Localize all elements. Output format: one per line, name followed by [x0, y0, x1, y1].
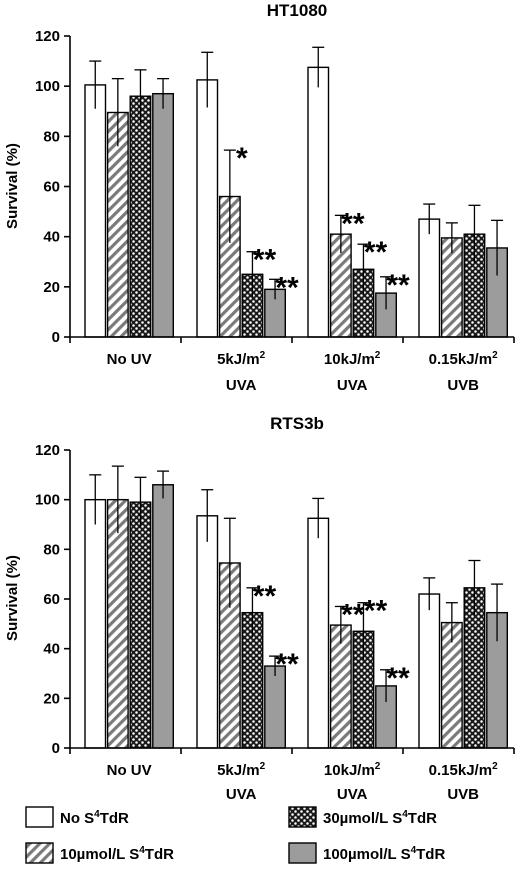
category-label: 0.15kJ/m2	[429, 350, 498, 368]
y-tick-label: 120	[35, 442, 60, 459]
y-tick-label: 80	[43, 128, 60, 145]
category-label: 5kJ/m2	[217, 350, 266, 368]
category-label: 0.15kJ/m2	[429, 761, 498, 779]
bar	[129, 501, 152, 749]
bar	[307, 66, 330, 338]
category-label: No UV	[107, 351, 152, 368]
significance-marker: **	[275, 648, 299, 681]
bar	[152, 484, 175, 749]
chart-title: HT1080	[267, 1, 327, 20]
significance-marker: **	[386, 662, 410, 695]
chart-title: RTS3b	[270, 414, 324, 433]
y-tick-label: 40	[43, 229, 60, 246]
bar	[196, 515, 219, 749]
legend-label: 100µmol/L S4TdR	[323, 845, 445, 863]
legend-label: 30µmol/L S4TdR	[323, 809, 437, 827]
legend-swatch	[288, 842, 317, 864]
y-tick-label: 80	[43, 541, 60, 558]
y-tick-label: 0	[52, 329, 60, 346]
legend-label: 10µmol/L S4TdR	[60, 845, 174, 863]
category-sublabel: UVA	[226, 786, 257, 803]
significance-marker: *	[236, 142, 248, 175]
chart-rts3b: RTS3b Survival (%) 0 20 40 60 80 100 120 No UV 5kJ…	[4, 414, 515, 803]
bar	[84, 84, 107, 338]
bar	[152, 92, 175, 338]
category-label: 5kJ/m2	[217, 761, 266, 779]
bar	[106, 498, 129, 749]
y-tick-label: 0	[52, 740, 60, 757]
bar	[129, 95, 152, 338]
chart-ht1080: HT1080 Survival (%) 0 20 40 60 80 100 120 No UV 5k…	[4, 1, 515, 394]
y-tick-label: 40	[43, 641, 60, 658]
bar	[418, 593, 441, 749]
legend-swatch	[25, 842, 54, 864]
y-tick-label: 120	[35, 28, 60, 45]
significance-marker: **	[253, 244, 277, 277]
bar	[196, 79, 219, 338]
legend-swatch	[25, 806, 54, 828]
bar	[418, 218, 441, 338]
y-tick-label: 100	[35, 78, 60, 95]
legend-swatch	[288, 806, 317, 828]
y-tick-label: 60	[43, 591, 60, 608]
significance-marker: **	[275, 271, 299, 304]
legend: No S4TdR 10µmol/L S4TdR 30µmol/L S4TdR 100µ…	[25, 806, 445, 864]
significance-marker: **	[386, 269, 410, 302]
y-axis-label: Survival (%)	[4, 143, 21, 229]
legend-label: No S4TdR	[60, 809, 129, 827]
significance-marker: **	[364, 595, 388, 628]
category-label: 10kJ/m2	[324, 350, 381, 368]
category-sublabel: UVB	[447, 786, 479, 803]
category-label: No UV	[107, 762, 152, 779]
significance-marker: **	[341, 207, 365, 240]
category-sublabel: UVA	[337, 786, 368, 803]
y-tick-label: 20	[43, 279, 60, 296]
category-sublabel: UVB	[447, 377, 479, 394]
y-tick-label: 20	[43, 690, 60, 707]
y-tick-label: 100	[35, 492, 60, 509]
y-axis-label: Survival (%)	[4, 555, 21, 641]
significance-marker: **	[341, 598, 365, 631]
y-tick-label: 60	[43, 179, 60, 196]
category-sublabel: UVA	[337, 377, 368, 394]
bar	[307, 517, 330, 749]
bar	[84, 498, 107, 749]
category-sublabel: UVA	[226, 377, 257, 394]
significance-marker: **	[364, 236, 388, 269]
significance-marker: **	[253, 580, 277, 613]
category-label: 10kJ/m2	[324, 761, 381, 779]
